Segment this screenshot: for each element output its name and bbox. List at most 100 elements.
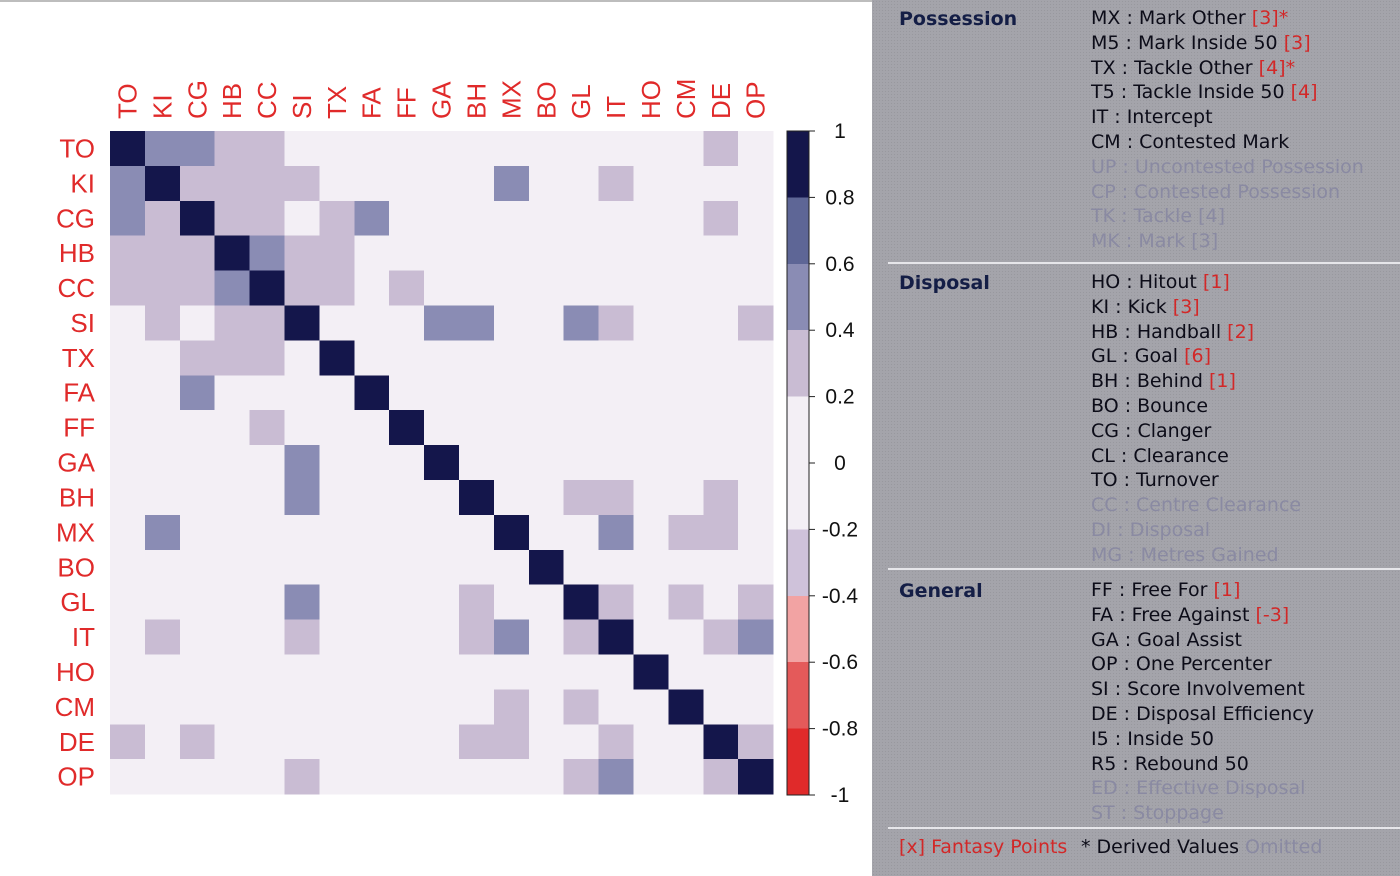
heatmap-cell [738, 200, 774, 237]
item-description: Tackle [1133, 205, 1193, 228]
heatmap-cell [493, 514, 530, 551]
heatmap-cell [424, 200, 460, 237]
heatmap-cell [563, 584, 600, 621]
heatmap-cell [144, 375, 181, 411]
heatmap-cell [703, 689, 739, 725]
item-code: CM [1091, 130, 1121, 153]
heatmap-cell [284, 131, 320, 167]
heatmap-cell [703, 410, 739, 446]
heatmap-cell [668, 689, 704, 725]
heatmap-cell [738, 619, 774, 656]
heatmap-cell [633, 165, 669, 202]
heatmap-cell [424, 549, 460, 586]
heatmap-cell [110, 305, 146, 341]
item-code: SI [1091, 678, 1109, 701]
heatmap-cell [144, 200, 181, 237]
heatmap-cell [284, 270, 320, 307]
column-label: BH [461, 83, 491, 119]
heatmap-cell [319, 200, 355, 237]
heatmap-cell [738, 375, 774, 411]
heatmap-cell [528, 759, 565, 795]
section-possession: Possession MX : Mark Other [3]* M5 : Mark… [888, 0, 1400, 262]
item-code: T5 [1091, 81, 1115, 104]
row-label: HB [59, 238, 95, 268]
heatmap-cell [493, 200, 530, 237]
heatmap-cell [179, 375, 216, 411]
item-code: ED [1091, 777, 1118, 800]
heatmap-cell [459, 375, 495, 411]
heatmap-cell [528, 619, 565, 656]
fantasy-points-note: [x] Fantasy Points [899, 836, 1068, 858]
heatmap-cell [528, 200, 565, 237]
section-general: General FF : Free For [1] FA : Free Again… [888, 572, 1400, 827]
fantasy-points: [4] [1198, 205, 1226, 228]
item-description: Mark [1138, 230, 1186, 253]
heatmap-cell [214, 514, 251, 551]
item-description: Mark Other [1138, 7, 1246, 29]
heatmap-cell [110, 759, 146, 795]
heatmap-cell [528, 270, 565, 307]
column-label: CG [182, 80, 212, 119]
item-code: HO [1091, 271, 1121, 293]
heatmap-cell [249, 619, 286, 656]
heatmap-cell [528, 375, 565, 411]
heatmap-cell [144, 235, 181, 272]
row-label: SI [70, 308, 95, 338]
heatmap-cell [493, 619, 530, 656]
heatmap-cell [668, 724, 704, 760]
fantasy-points: [3] [1251, 7, 1279, 29]
item-code: FA [1091, 603, 1114, 626]
heatmap-cell [284, 619, 320, 656]
heatmap-cell [144, 654, 181, 690]
legend-item-cp: CP : Contested Possession [1091, 180, 1341, 203]
item-code: DE [1091, 702, 1118, 725]
heatmap-cell [563, 654, 600, 690]
heatmap-cell [249, 759, 286, 795]
heatmap-cell [563, 724, 600, 760]
heatmap-cell [703, 549, 739, 586]
item-code: UP [1091, 155, 1117, 178]
row-label: MX [56, 517, 95, 547]
item-code: CP [1091, 180, 1116, 203]
item-description: Free For [1131, 579, 1208, 601]
heatmap-cell [668, 200, 704, 237]
legend-item-ho: HO : Hitout [1] [1091, 271, 1230, 293]
item-code: TK [1091, 205, 1116, 228]
heatmap-cell [459, 200, 495, 237]
fantasy-points: [6] [1184, 345, 1212, 368]
section-items: HO : Hitout [1] KI : Kick [3] HB : Handbal… [1091, 270, 1301, 568]
heatmap-cell [528, 689, 565, 725]
heatmap-cell [459, 759, 495, 795]
heatmap-cell [459, 445, 495, 481]
heatmap-cell [598, 514, 635, 551]
heatmap-cell [249, 235, 286, 272]
legend-item-de: DE : Disposal Efficiency [1091, 702, 1314, 725]
heatmap-cell [598, 235, 635, 272]
heatmap-cell [179, 410, 216, 446]
item-description: Metres Gained [1140, 543, 1279, 566]
colorbar-tick-label: 0.6 [825, 253, 854, 276]
legend-item-ga: GA : Goal Assist [1091, 628, 1242, 651]
legend-item-op: OP : One Percenter [1091, 653, 1272, 676]
colorbar-tick-label: 0 [834, 452, 846, 475]
item-description: Centre Clearance [1136, 494, 1302, 517]
heatmap-cell [179, 654, 216, 690]
heatmap-cell [179, 200, 216, 237]
correlation-heatmap: TOKICGHBCCSITXFAFFGABHMXBOGLITHOCMDEOPTO… [55, 79, 859, 807]
colorbar-tick-label: -0.6 [822, 651, 858, 674]
heatmap-cell [563, 480, 600, 516]
item-code: BO [1091, 394, 1119, 417]
heatmap-cell [424, 724, 460, 760]
section-title: Disposal [899, 272, 990, 294]
legend-item-ff: FF : Free For [1] [1091, 579, 1241, 601]
heatmap-cell [598, 200, 635, 237]
column-label: FA [357, 87, 387, 119]
heatmap-cell [703, 759, 739, 795]
item-code: FF [1091, 579, 1113, 601]
heatmap-cell [528, 724, 565, 760]
heatmap-cell [110, 375, 146, 411]
heatmap-cell [493, 165, 530, 202]
item-description: Stoppage [1133, 802, 1224, 825]
derived-values-note: * Derived Values [1081, 836, 1240, 858]
heatmap-cell [598, 270, 635, 307]
